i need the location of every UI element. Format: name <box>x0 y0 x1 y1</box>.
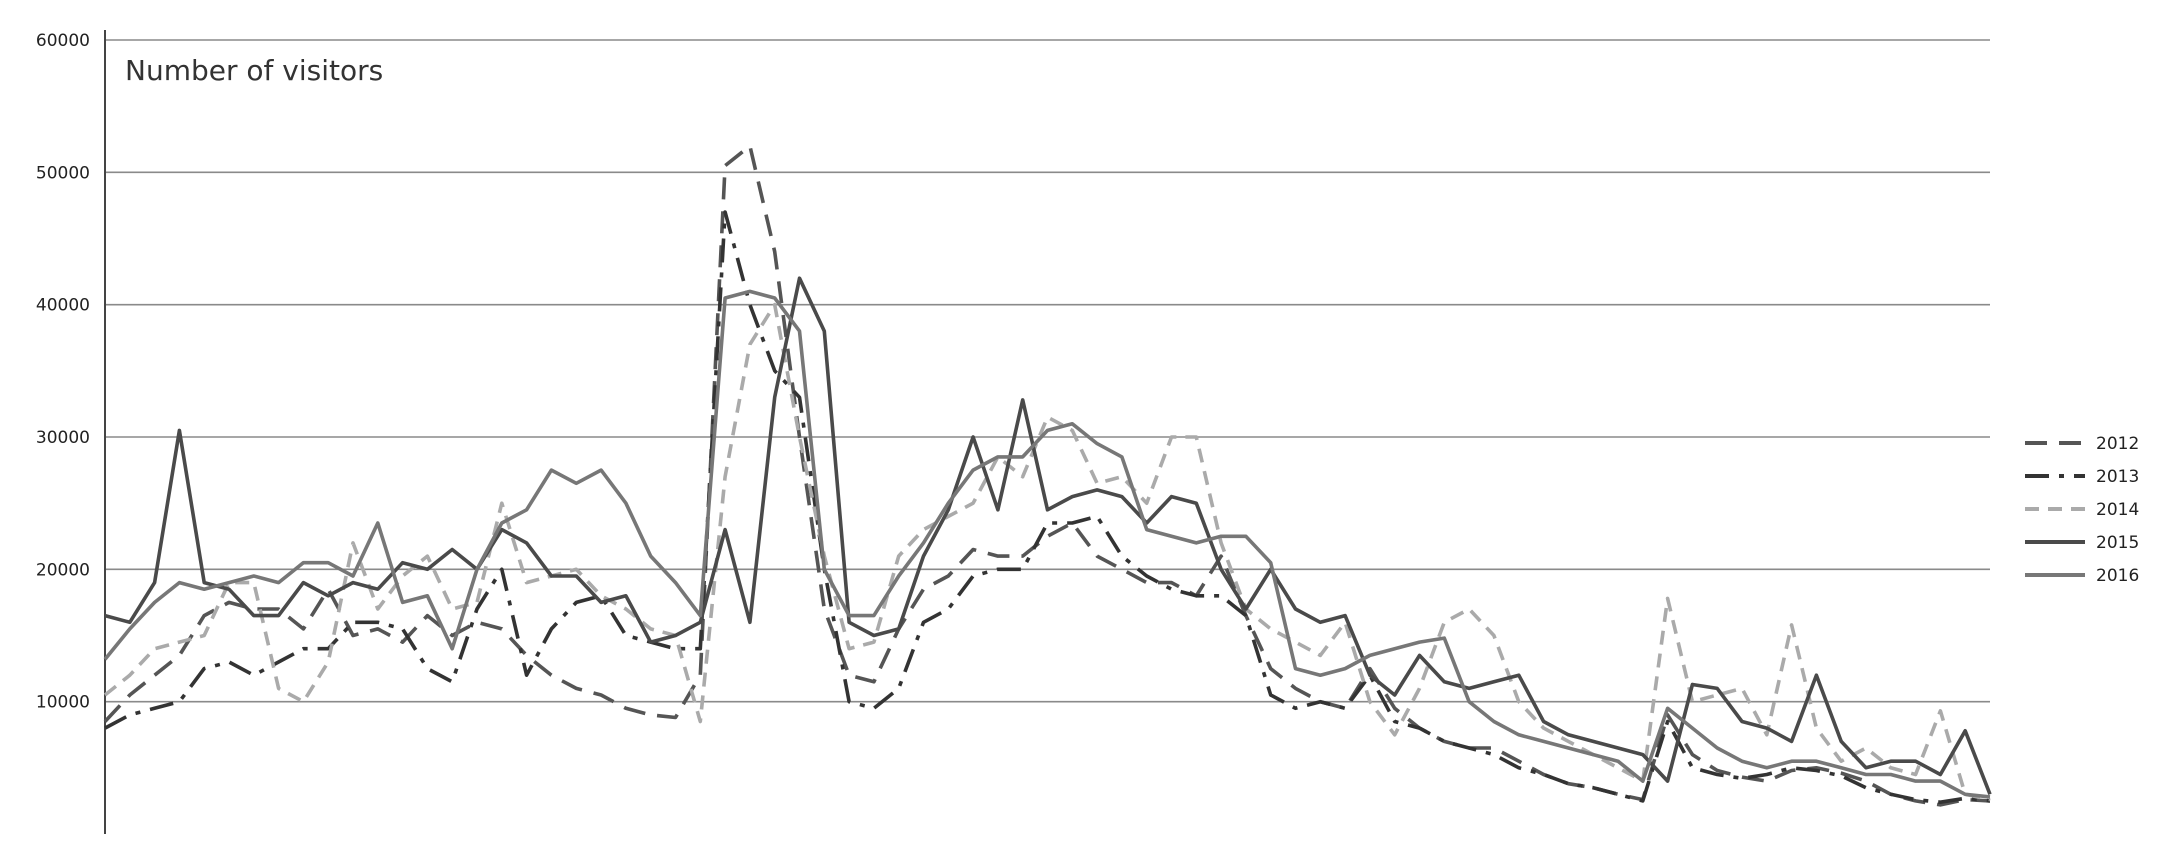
legend-label: 2015 <box>2096 533 2139 553</box>
legend-label: 2016 <box>2096 566 2139 586</box>
series-line-2014 <box>103 302 1991 802</box>
series-line-2013 <box>104 210 1991 805</box>
gridlines <box>105 39 1990 703</box>
y-axis-title: Number of visitors <box>125 54 383 87</box>
y-tick-label: 30000 <box>36 428 90 448</box>
legend-label: 2014 <box>2096 500 2139 520</box>
legend-item-2014: 2014 <box>2025 500 2139 520</box>
legend-item-2013: 2013 <box>2025 467 2139 487</box>
legend: 2012 2013 2014 2015 2016 <box>2025 434 2139 586</box>
legend-item-2015: 2015 <box>2025 533 2139 553</box>
y-tick-label: 20000 <box>36 560 90 580</box>
series-lines <box>103 144 1992 807</box>
series-line-2015 <box>104 276 1992 795</box>
y-axis: 10000 20000 30000 40000 50000 60000 <box>36 30 106 834</box>
y-tick-label: 50000 <box>36 163 90 183</box>
y-tick-label: 40000 <box>36 296 90 316</box>
y-tick-label: 10000 <box>36 693 90 713</box>
series-line-2016 <box>103 289 1991 799</box>
legend-label: 2012 <box>2096 434 2139 454</box>
y-tick-label: 60000 <box>36 31 90 51</box>
legend-item-2016: 2016 <box>2025 566 2139 586</box>
legend-label: 2013 <box>2096 467 2139 487</box>
legend-item-2012: 2012 <box>2025 434 2139 454</box>
series-line-2012 <box>103 144 1991 807</box>
